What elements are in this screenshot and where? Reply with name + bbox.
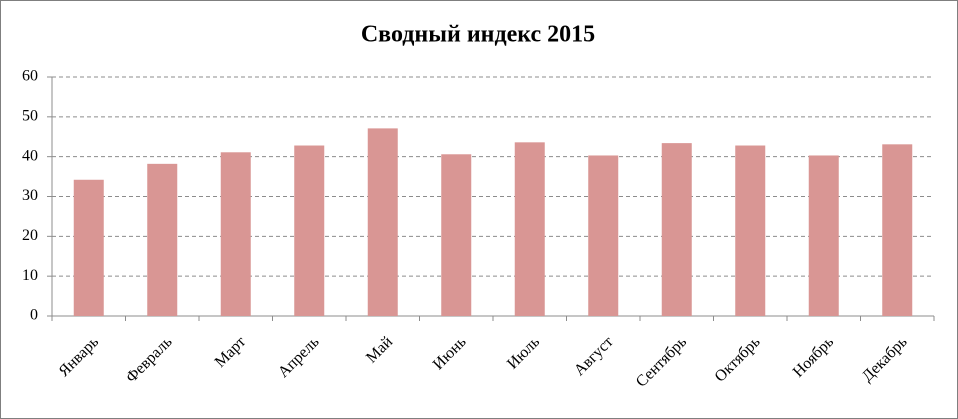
y-tick-label: 30 [22,187,38,204]
bar [294,145,325,316]
y-tick-label: 20 [22,227,38,244]
bar [808,155,839,316]
bar [367,128,398,316]
bar [73,179,104,316]
bar [735,145,766,316]
y-tick-label: 60 [22,68,38,85]
y-tick-label: 10 [22,267,38,284]
bar [220,152,251,316]
bar [514,142,545,316]
bar [661,143,692,316]
y-tick-label: 40 [22,147,38,164]
bar [147,163,178,316]
chart-title: Сводный индекс 2015 [361,22,595,48]
y-tick-label: 0 [30,307,38,324]
bar [588,155,619,316]
y-tick-label: 50 [22,108,38,125]
bar [441,154,472,316]
bar [882,144,913,316]
